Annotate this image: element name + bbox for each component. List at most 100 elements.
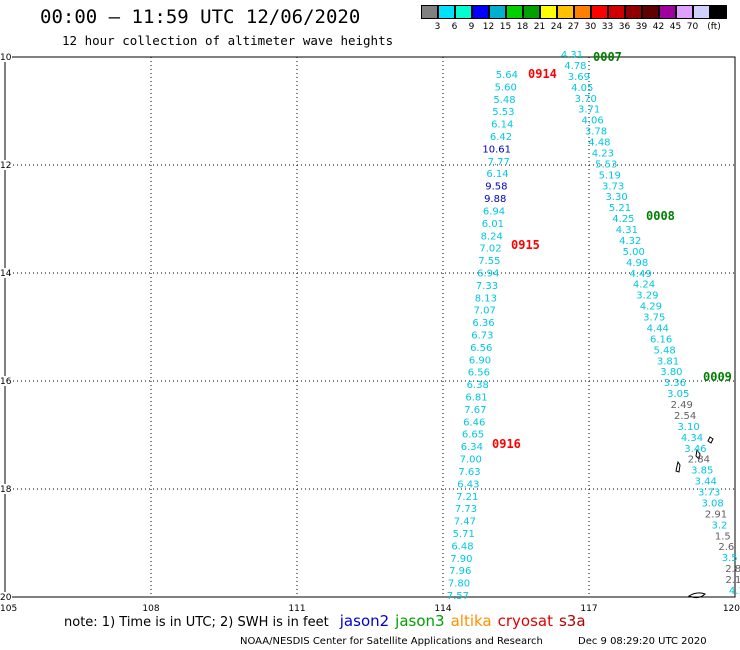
wave-height-value: 4.16 [729, 586, 740, 597]
wave-height-value: 4.49 [629, 269, 651, 280]
wave-height-value: 5.48 [653, 345, 675, 356]
wave-height-value: 6.16 [650, 334, 672, 345]
wave-height-value: 6.94 [483, 206, 505, 217]
latitude-label: 12 [0, 161, 11, 171]
scale-label: 45 [669, 22, 682, 32]
wave-height-value: 5.53 [492, 107, 514, 118]
wave-height-value: 3.75 [643, 313, 665, 324]
wave-height-value: 3.70 [575, 94, 597, 105]
scale-label: 24 [550, 22, 563, 32]
island-shape [687, 592, 706, 599]
latitude-label-bg [0, 376, 12, 386]
scale-swatch [438, 5, 455, 19]
wave-height-value: 7.90 [450, 554, 472, 565]
wave-height-value: 4.98 [626, 258, 648, 269]
latitude-label-bg [0, 52, 12, 62]
wave-height-value: 4.23 [592, 148, 614, 159]
scale-swatch [540, 5, 557, 19]
map-frame [4, 56, 736, 598]
scale-label: 6 [451, 22, 458, 32]
wave-height-value: 6.38 [467, 380, 489, 391]
wave-height-value: 3.2 [711, 520, 727, 531]
wave-height-value: 6.48 [451, 541, 473, 552]
wave-height-value: 6.46 [463, 417, 485, 428]
wave-height-value: 7.57 [447, 591, 469, 602]
scale-label: 12 [482, 22, 495, 32]
wave-height-value: 5.64 [496, 70, 518, 81]
satellite-legend-item: s3a [558, 612, 586, 630]
wave-height-value: 2.6 [718, 542, 734, 553]
footer-credit: NOAA/NESDIS Center for Satellite Applica… [240, 636, 543, 647]
wave-height-value: 7.63 [458, 467, 480, 478]
wave-height-value: 6.56 [468, 368, 490, 379]
scale-swatch [557, 5, 574, 19]
wave-height-value: 3.08 [701, 498, 723, 509]
track-time-label: 0915 [511, 238, 540, 252]
scale-swatch [421, 5, 438, 19]
wave-height-value: 5.19 [599, 170, 621, 181]
track-time-label: 0009 [703, 370, 732, 384]
satellite-legend-item: cryosat [497, 612, 553, 630]
scale-swatch [642, 5, 659, 19]
wave-height-value: 6.01 [482, 219, 504, 230]
longitude-label: 120 [723, 604, 740, 614]
wave-height-value: 4.24 [633, 280, 655, 291]
scale-label: 9 [468, 22, 475, 32]
wave-height-value: 5.60 [495, 82, 517, 93]
island-shape [695, 448, 701, 461]
latitude-label: 14 [0, 269, 12, 279]
track-time-label: 0008 [646, 209, 675, 223]
wave-height-value: 5.53 [595, 159, 617, 170]
scale-label: 3 [434, 22, 441, 32]
wave-height-value: 6.81 [465, 393, 487, 404]
scale-swatch [574, 5, 591, 19]
wave-height-value: 6.36 [472, 318, 494, 329]
track-time-label: 0007 [593, 50, 622, 64]
wave-height-value: 3.05 [667, 389, 689, 400]
wave-height-value: 3.29 [636, 291, 658, 302]
scale-swatch [693, 5, 710, 19]
track-time-label: 0916 [492, 437, 521, 451]
wave-height-value: 2.8 [725, 564, 740, 575]
wave-height-value: 5.00 [623, 247, 645, 258]
map-title: 00:00 – 11:59 UTC 12/06/2020 [40, 6, 361, 28]
scale-label: 30 [584, 22, 597, 32]
scale-label: 39 [635, 22, 648, 32]
latitude-label: 18 [0, 485, 12, 495]
wave-height-value: 6.73 [471, 331, 493, 342]
wave-height-value: 7.02 [479, 244, 501, 255]
scale-label: 15 [499, 22, 512, 32]
satellite-legend: note: 1) Time is in UTC; 2) SWH is in fe… [64, 611, 586, 630]
longitude-label: 117 [580, 604, 597, 614]
wave-height-value: 4.06 [581, 116, 603, 127]
wave-height-value: 2.84 [688, 455, 710, 466]
wave-height-value: 4.78 [564, 61, 586, 72]
scale-label: 18 [516, 22, 529, 32]
wave-height-value: 7.33 [476, 281, 498, 292]
wave-height-value: 6.90 [469, 355, 491, 366]
wave-height-value: 3.78 [585, 127, 607, 138]
wave-height-value: 7.55 [478, 256, 500, 267]
wave-height-value: 9.58 [485, 182, 507, 193]
wave-height-value: 6.65 [462, 430, 484, 441]
wave-height-value: 7.00 [460, 455, 482, 466]
wave-height-value: 3.73 [602, 181, 624, 192]
wave-height-value: 4.34 [681, 433, 703, 444]
wave-height-value: 3.46 [684, 444, 706, 455]
longitude-label: 111 [288, 604, 305, 614]
scale-swatch [506, 5, 523, 19]
wave-height-value: 8.13 [475, 293, 497, 304]
wave-height-value: 6.42 [490, 132, 512, 143]
satellite-legend-item: altika [450, 612, 492, 630]
latitude-label-bg [0, 592, 12, 602]
wave-height-value: 3.44 [695, 477, 717, 488]
wave-height-value: 2.54 [674, 411, 696, 422]
wave-height-value: 3.5 [722, 553, 738, 564]
latitude-label: 10 [0, 53, 12, 63]
scale-swatch [455, 5, 472, 19]
wave-height-value: 2.91 [705, 509, 727, 520]
island-shape [707, 436, 714, 444]
wave-height-value: 6.56 [470, 343, 492, 354]
